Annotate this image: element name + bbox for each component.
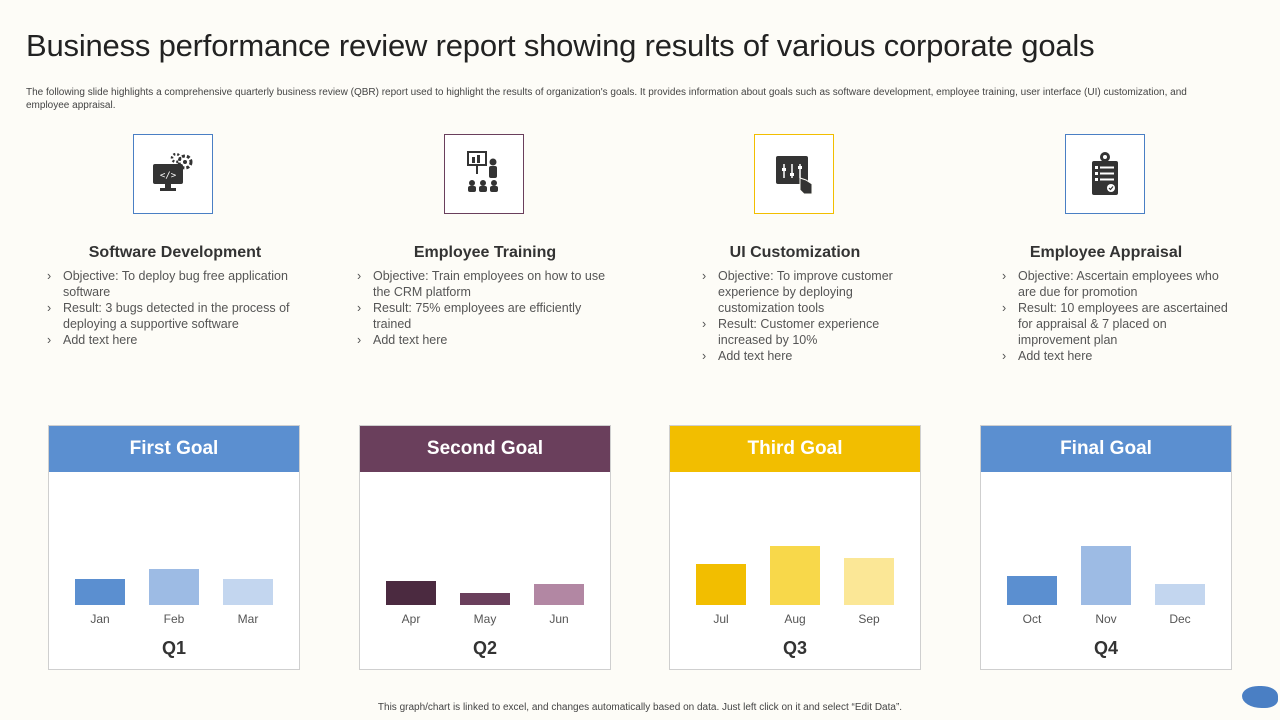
goal-bullet: Add text here: [700, 348, 925, 364]
employee-training-icon-box: [444, 134, 524, 214]
bar-aug[interactable]: [770, 546, 820, 605]
bar-may[interactable]: [460, 593, 510, 605]
goal-heading: Employee Training: [413, 244, 557, 261]
quarter-label: Q2: [472, 638, 497, 658]
goal-bullet: Objective: Train employees on how to use…: [355, 268, 615, 300]
goal-bullet: Result: 75% employees are efficiently tr…: [355, 300, 615, 332]
chart-card-final-goal[interactable]: Final Goal Oct Nov Dec Q4: [980, 425, 1232, 670]
goal-column-software-development: Software Development Objective: To deplo…: [45, 244, 305, 348]
employee-appraisal-icon: [1092, 152, 1118, 195]
bar-oct[interactable]: [1007, 576, 1057, 605]
bar-mar[interactable]: [223, 579, 273, 605]
bar-chart-first-goal[interactable]: Jan Feb Mar: [49, 472, 299, 632]
footer-note: This graph/chart is linked to excel, and…: [377, 702, 903, 713]
bar-dec[interactable]: [1155, 584, 1205, 605]
goal-bullet: Objective: Ascertain employees who are d…: [1000, 268, 1236, 300]
tick-label-may: May: [474, 612, 497, 626]
goal-heading: UI Customization: [729, 244, 861, 261]
bar-chart-second-goal[interactable]: Apr May Jun: [360, 472, 610, 632]
chart-title: Third Goal: [670, 426, 920, 472]
goal-bullet: Result: Customer experience increased by…: [700, 316, 925, 348]
bar-chart-final-goal[interactable]: Oct Nov Dec: [981, 472, 1231, 632]
goal-bullet: Result: 3 bugs detected in the process o…: [45, 300, 305, 332]
corner-decoration: [1242, 686, 1278, 708]
tick-label-jun: Jun: [549, 612, 568, 626]
page-subtitle: The following slide highlights a compreh…: [26, 87, 1187, 111]
goal-bullet: Objective: To improve customer experienc…: [700, 268, 925, 316]
goal-heading: Software Development: [88, 244, 262, 261]
bar-jun[interactable]: [534, 584, 584, 605]
tick-label-jan: Jan: [90, 612, 109, 626]
bar-jul[interactable]: [696, 564, 746, 605]
chart-title: Final Goal: [981, 426, 1231, 472]
tick-label-nov: Nov: [1095, 612, 1116, 626]
chart-title: Second Goal: [360, 426, 610, 472]
goal-bullet: Add text here: [355, 332, 615, 348]
bar-nov[interactable]: [1081, 546, 1131, 605]
quarter-label: Q3: [782, 638, 807, 658]
goal-column-ui-customization: UI Customization Objective: To improve c…: [665, 244, 925, 364]
quarter-label: Q4: [1093, 638, 1118, 658]
svg-text:</>: </>: [160, 171, 177, 181]
bar-feb[interactable]: [149, 569, 199, 605]
chart-title: First Goal: [49, 426, 299, 472]
employee-appraisal-icon-box: [1065, 134, 1145, 214]
tick-label-dec: Dec: [1169, 612, 1190, 626]
chart-card-third-goal[interactable]: Third Goal Jul Aug Sep Q3: [669, 425, 921, 670]
tick-label-mar: Mar: [238, 612, 259, 626]
bar-apr[interactable]: [386, 581, 436, 605]
page-title: Business performance review report showi…: [26, 28, 1095, 63]
goal-bullet: Objective: To deploy bug free applicatio…: [45, 268, 305, 300]
bar-jan[interactable]: [75, 579, 125, 605]
ui-customization-icon: [776, 156, 813, 195]
goal-heading: Employee Appraisal: [1029, 244, 1183, 261]
tick-label-feb: Feb: [164, 612, 185, 626]
employee-training-icon: [467, 151, 498, 192]
tick-label-oct: Oct: [1023, 612, 1042, 626]
tick-label-sep: Sep: [858, 612, 880, 626]
software-development-icon: </>: [153, 152, 193, 191]
tick-label-jul: Jul: [713, 612, 728, 626]
ui-customization-icon-box: [754, 134, 834, 214]
tick-label-apr: Apr: [402, 612, 421, 626]
bar-sep[interactable]: [844, 558, 894, 605]
goal-bullet: Add text here: [1000, 348, 1236, 364]
tick-label-aug: Aug: [784, 612, 805, 626]
chart-card-second-goal[interactable]: Second Goal Apr May Jun Q2: [359, 425, 611, 670]
goal-bullet: Add text here: [45, 332, 305, 348]
bar-chart-third-goal[interactable]: Jul Aug Sep: [670, 472, 920, 632]
quarter-label: Q1: [161, 638, 186, 658]
goal-column-employee-appraisal: Employee Appraisal Objective: Ascertain …: [976, 244, 1236, 364]
goal-column-employee-training: Employee Training Objective: Train emplo…: [355, 244, 615, 348]
software-development-icon-box: </>: [133, 134, 213, 214]
goal-bullet: Result: 10 employees are ascertained for…: [1000, 300, 1236, 348]
chart-card-first-goal[interactable]: First Goal Jan Feb Mar Q1: [48, 425, 300, 670]
